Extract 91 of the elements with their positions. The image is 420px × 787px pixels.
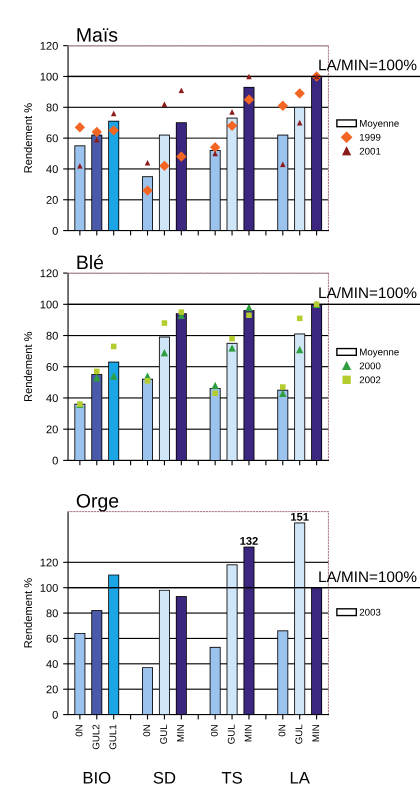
y-tick-label: 0 bbox=[52, 710, 58, 719]
legend-label: 2001 bbox=[360, 148, 380, 155]
point bbox=[229, 336, 235, 342]
y-axis-title: Rendement % bbox=[24, 578, 32, 648]
y-axis-title: Rendement % bbox=[24, 103, 32, 172]
point bbox=[210, 142, 220, 153]
text: TS bbox=[222, 772, 242, 784]
y-tick-label: 20 bbox=[46, 685, 58, 694]
point bbox=[178, 309, 184, 315]
point bbox=[110, 372, 118, 380]
point bbox=[244, 94, 254, 105]
x-tick-label: GUL bbox=[228, 724, 235, 744]
point bbox=[160, 349, 168, 356]
point bbox=[294, 88, 305, 99]
point bbox=[211, 382, 219, 390]
point bbox=[144, 378, 150, 384]
point bbox=[94, 368, 100, 374]
ref-line-label: LA/MIN=100% bbox=[319, 59, 416, 70]
y-tick-label: 60 bbox=[46, 634, 58, 643]
y-tick-label: 100 bbox=[40, 72, 58, 81]
x-tick-label: 0N bbox=[210, 725, 218, 736]
point bbox=[280, 384, 286, 390]
legend-label: 2002 bbox=[360, 376, 380, 384]
y-axis-title: Rendement % bbox=[24, 332, 32, 402]
y-tick-label: 120 bbox=[40, 42, 58, 50]
legend-label: 1999 bbox=[360, 134, 380, 141]
y-tick-label: 80 bbox=[46, 332, 58, 340]
point bbox=[110, 344, 116, 350]
point bbox=[178, 88, 184, 94]
x-tick-label: GUL bbox=[160, 724, 168, 744]
point bbox=[296, 346, 304, 354]
point bbox=[92, 126, 102, 138]
data-label: 132 bbox=[240, 537, 258, 545]
point bbox=[246, 312, 252, 318]
point bbox=[296, 316, 302, 322]
ref-line-label: LA/MIN=100% bbox=[319, 570, 416, 582]
x-tick-label: GUL bbox=[295, 724, 302, 744]
point bbox=[159, 160, 170, 172]
y-tick-label: 60 bbox=[46, 134, 58, 142]
x-tick-label: 0N bbox=[143, 725, 150, 736]
x-tick-label: 0N bbox=[76, 725, 82, 736]
point bbox=[162, 320, 168, 326]
y-tick-label: 100 bbox=[40, 584, 58, 592]
y-tick-label: 40 bbox=[46, 165, 58, 174]
point bbox=[93, 374, 100, 382]
y-tick-label: 20 bbox=[46, 425, 58, 434]
text: BIO bbox=[84, 772, 110, 784]
point bbox=[142, 185, 153, 196]
point bbox=[280, 162, 286, 168]
y-tick-label: 20 bbox=[46, 196, 58, 204]
point bbox=[162, 101, 168, 107]
point bbox=[226, 120, 238, 131]
point bbox=[228, 344, 236, 352]
legend-label: 2000 bbox=[360, 362, 380, 370]
point bbox=[94, 136, 100, 142]
legend-label: 2003 bbox=[360, 608, 380, 616]
text: LA bbox=[290, 772, 310, 784]
y-tick-label: 0 bbox=[52, 226, 58, 235]
chart-title: Maïs bbox=[77, 28, 118, 42]
point bbox=[108, 125, 119, 136]
point bbox=[74, 122, 86, 133]
y-tick-label: 0 bbox=[52, 456, 58, 465]
point bbox=[212, 150, 218, 156]
y-tick-label: 120 bbox=[40, 558, 58, 566]
y-tick-label: 100 bbox=[40, 300, 58, 308]
point bbox=[176, 151, 187, 162]
text: SD bbox=[154, 772, 176, 784]
y-tick-label: 60 bbox=[46, 363, 58, 371]
x-tick-label: MIN bbox=[244, 725, 252, 742]
legend-label: Moyenne bbox=[360, 120, 399, 129]
y-tick-label: 80 bbox=[46, 104, 58, 112]
y-tick-label: 40 bbox=[46, 394, 58, 402]
x-tick-label: GUL1 bbox=[109, 724, 116, 750]
y-tick-label: 120 bbox=[40, 269, 58, 278]
chart-title: Orge bbox=[76, 494, 118, 512]
chart-title: Blé bbox=[77, 254, 104, 270]
legend-label: Moyenne bbox=[360, 348, 399, 358]
ref-line-label: LA/MIN=100% bbox=[319, 286, 416, 298]
point bbox=[279, 390, 286, 397]
point bbox=[212, 390, 218, 396]
point bbox=[144, 160, 150, 166]
data-label: 151 bbox=[291, 513, 309, 521]
point bbox=[229, 109, 235, 115]
point bbox=[296, 120, 302, 126]
x-tick-label: MIN bbox=[177, 725, 184, 742]
x-tick-label: 0N bbox=[278, 725, 286, 736]
x-tick-label: GUL2 bbox=[92, 724, 100, 750]
y-tick-label: 80 bbox=[46, 609, 58, 618]
x-tick-label: MIN bbox=[312, 725, 320, 742]
point bbox=[278, 100, 288, 111]
y-tick-label: 40 bbox=[46, 660, 58, 668]
